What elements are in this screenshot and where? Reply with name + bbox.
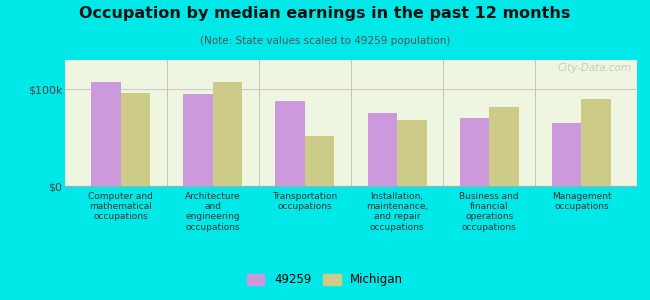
Bar [397,120,426,186]
Bar [368,113,397,186]
Bar [91,82,120,186]
Text: (Note: State values scaled to 49259 population): (Note: State values scaled to 49259 popu… [200,36,450,46]
Bar [213,82,242,186]
Bar [276,101,305,186]
Bar [582,99,611,186]
Legend: 49259, Michigan: 49259, Michigan [242,269,408,291]
Text: Occupation by median earnings in the past 12 months: Occupation by median earnings in the pas… [79,6,571,21]
Bar [120,93,150,186]
Bar [489,106,519,186]
Bar [552,123,582,186]
Text: City-Data.com: City-Data.com [557,62,631,73]
Bar [305,136,334,186]
Bar [460,118,489,186]
Bar [183,94,213,186]
